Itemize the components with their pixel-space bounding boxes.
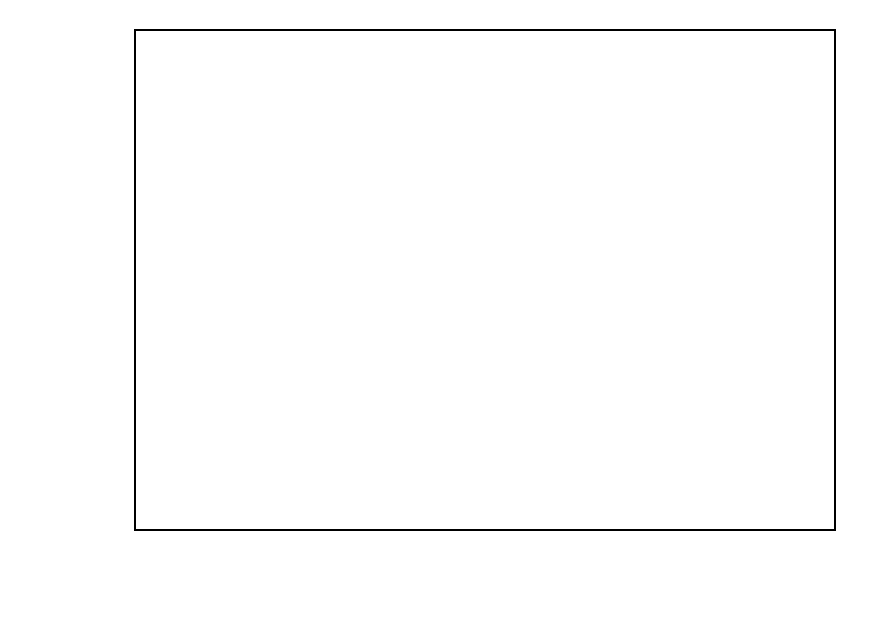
chart-bg bbox=[0, 0, 870, 636]
chart-container: { "chart": { "type": "scatter-with-fit",… bbox=[0, 0, 870, 636]
scatter-chart bbox=[0, 0, 870, 636]
